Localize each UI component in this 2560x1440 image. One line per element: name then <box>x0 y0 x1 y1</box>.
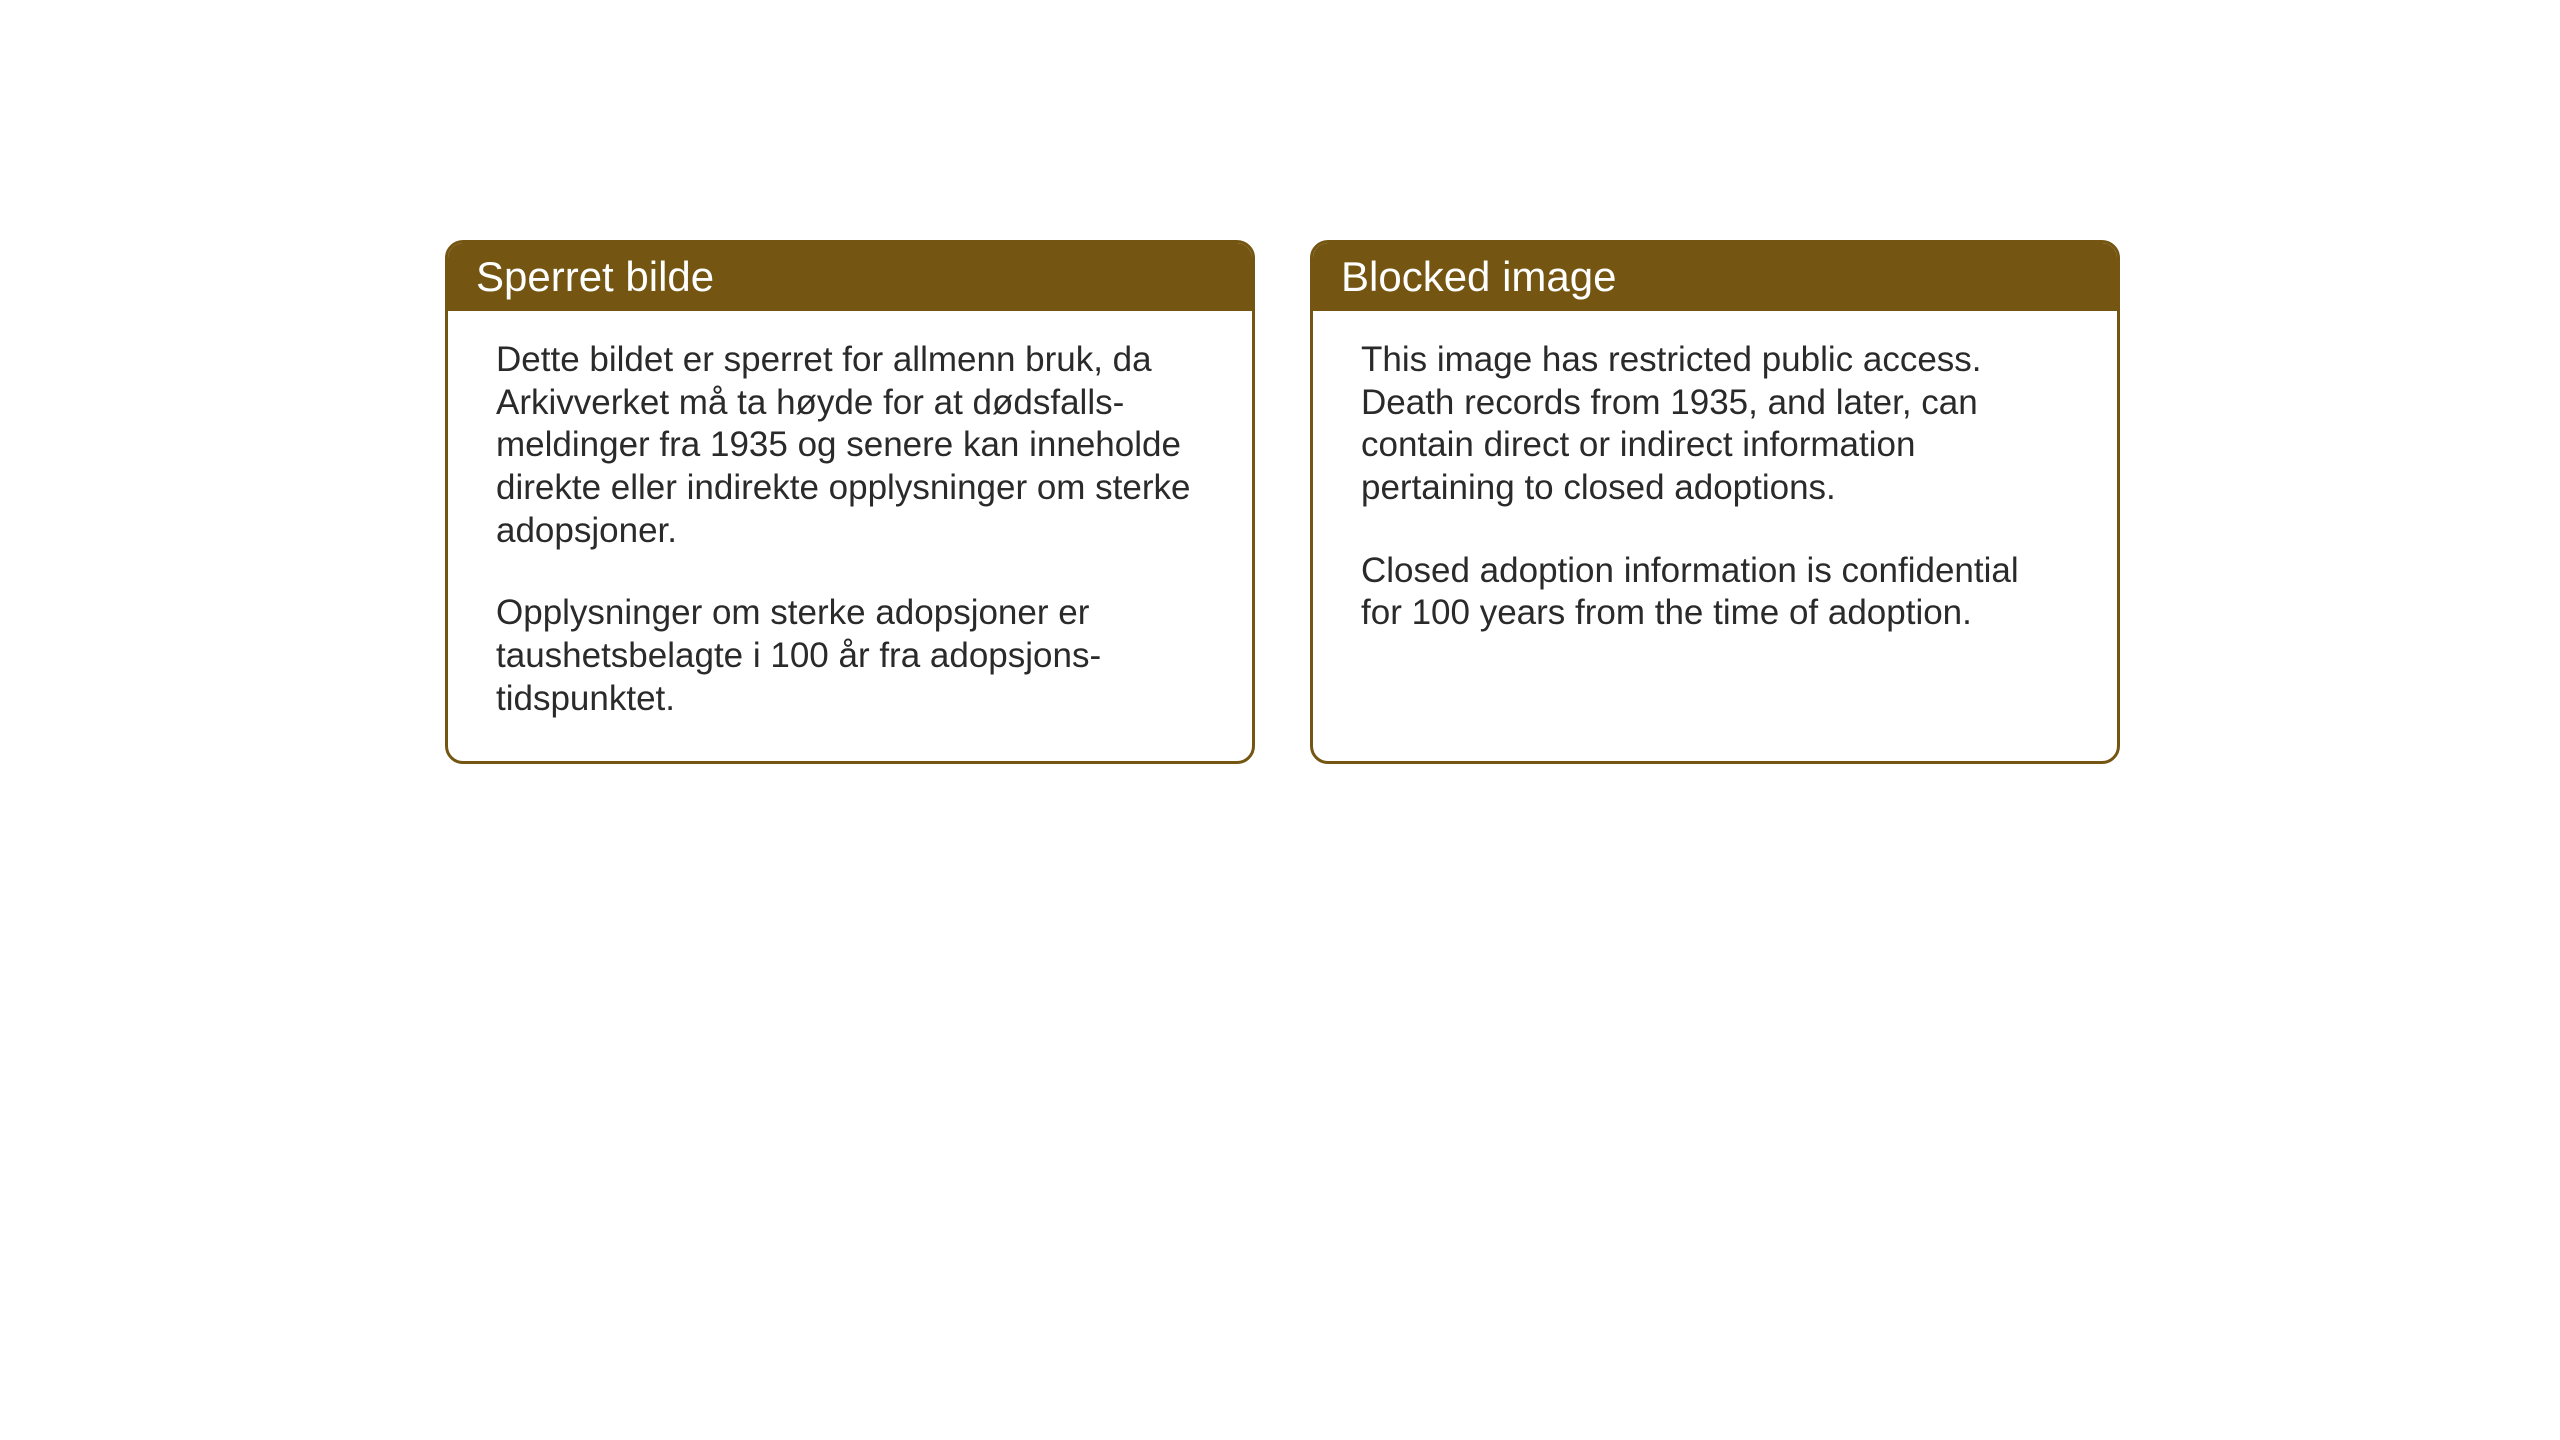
cards-container: Sperret bilde Dette bildet er sperret fo… <box>445 240 2120 764</box>
paragraph-text: Dette bildet er sperret for allmenn bruk… <box>496 339 1204 552</box>
card-title-norwegian: Sperret bilde <box>476 253 714 300</box>
card-english: Blocked image This image has restricted … <box>1310 240 2120 764</box>
paragraph-text: Closed adoption information is confident… <box>1361 550 2069 635</box>
card-title-english: Blocked image <box>1341 253 1616 300</box>
card-body-norwegian: Dette bildet er sperret for allmenn bruk… <box>448 311 1252 761</box>
card-body-english: This image has restricted public access.… <box>1313 311 2117 675</box>
paragraph-text: This image has restricted public access.… <box>1361 339 2069 510</box>
card-header-norwegian: Sperret bilde <box>448 243 1252 311</box>
card-header-english: Blocked image <box>1313 243 2117 311</box>
paragraph-text: Opplysninger om sterke adopsjoner er tau… <box>496 592 1204 720</box>
card-norwegian: Sperret bilde Dette bildet er sperret fo… <box>445 240 1255 764</box>
